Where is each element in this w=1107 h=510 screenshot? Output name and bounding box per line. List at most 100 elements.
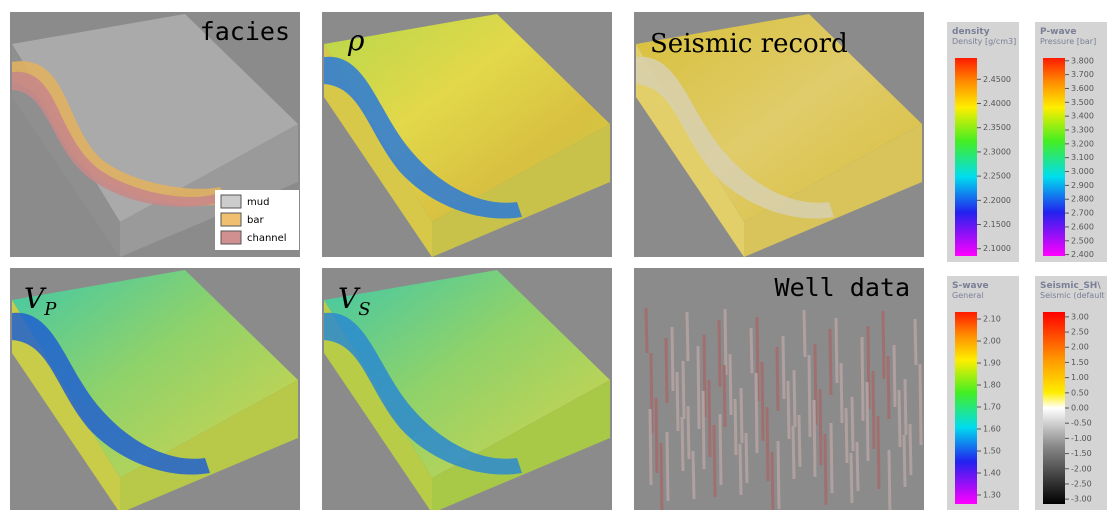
well xyxy=(794,370,795,427)
well xyxy=(724,365,725,427)
well xyxy=(762,362,763,441)
colorbar-tick-label: 3.300 xyxy=(1071,126,1094,135)
panel-label: Well data xyxy=(775,273,910,302)
colorbar-tick-label: 1.50 xyxy=(1071,358,1089,367)
well xyxy=(804,310,805,357)
well xyxy=(767,407,768,481)
panel-label-text: Well data xyxy=(775,273,910,302)
colorbar-tick-label: 3.000 xyxy=(1071,167,1094,176)
figure: faciesρSeismic recordVPVSWell datamudbar… xyxy=(0,0,1107,510)
well xyxy=(825,434,826,505)
legend-label: channel xyxy=(247,233,287,244)
well xyxy=(830,329,831,395)
legend-swatch xyxy=(221,195,241,208)
colorbar-tick-label: 3.00 xyxy=(1071,312,1089,321)
colorbar-gradient xyxy=(1043,312,1065,504)
well xyxy=(905,379,906,435)
colorbar-tick-label: 0.50 xyxy=(1071,388,1089,397)
colorbar-tick-label: -3.00 xyxy=(1071,495,1092,504)
well xyxy=(888,356,889,419)
colorbar-subtitle: Density [g/cm3] xyxy=(952,37,1016,46)
colorbar-subtitle: Pressure [bar] xyxy=(1040,37,1096,46)
well xyxy=(714,425,715,497)
well xyxy=(693,451,694,499)
colorbar-tick-label: -2.00 xyxy=(1071,464,1092,473)
well xyxy=(709,380,710,457)
colorbar-tick-label: 2.1000 xyxy=(983,244,1011,253)
well xyxy=(735,399,736,455)
well xyxy=(915,319,916,365)
well xyxy=(677,372,678,431)
colorbar-tick-label: 1.70 xyxy=(983,403,1001,412)
panel-label-subscript: S xyxy=(358,299,370,320)
panel-label: ρ xyxy=(347,24,365,57)
colorbar-tick-label: 1.80 xyxy=(983,381,1001,390)
well xyxy=(788,381,789,439)
legend-swatch xyxy=(221,213,241,226)
colorbar-tick-label: 3.400 xyxy=(1071,112,1094,121)
well xyxy=(862,337,863,421)
colorbar-tick-label: 1.60 xyxy=(983,425,1001,434)
colorbar-tick-label: 1.40 xyxy=(983,468,1001,477)
colorbar-tick-label: 3.600 xyxy=(1071,84,1094,93)
colorbar: Seismic_SH\Seismic (default3.002.502.001… xyxy=(1035,276,1107,510)
well xyxy=(698,346,699,429)
well xyxy=(883,311,884,379)
well xyxy=(646,308,647,353)
well xyxy=(777,347,778,411)
colorbar-gradient xyxy=(955,312,977,504)
panel-label: facies xyxy=(200,17,290,46)
well xyxy=(661,443,662,510)
colorbar-tick-label: 2.2000 xyxy=(983,196,1011,205)
well xyxy=(894,345,895,407)
well xyxy=(666,338,667,403)
well xyxy=(831,423,832,493)
colorbar-title: density xyxy=(952,27,990,37)
panel xyxy=(322,12,612,257)
well xyxy=(899,390,900,447)
well xyxy=(720,414,721,485)
colorbar-title: P-wave xyxy=(1040,27,1077,37)
colorbar-tick-label: 0.00 xyxy=(1071,404,1089,413)
colorbar-tick-label: 2.50 xyxy=(1071,328,1089,337)
colorbar-tick-label: -0.50 xyxy=(1071,419,1092,428)
colorbar-tick-label: 2.00 xyxy=(983,337,1001,346)
panel xyxy=(634,268,924,510)
well xyxy=(846,408,847,463)
well xyxy=(889,450,890,510)
legend-label: mud xyxy=(247,197,269,208)
colorbar-title: Seismic_SH\ xyxy=(1040,281,1101,291)
colorbar-tick-label: 3.200 xyxy=(1071,139,1094,148)
legend-swatch xyxy=(221,231,241,244)
well xyxy=(836,318,837,383)
colorbar-tick-label: 1.00 xyxy=(1071,373,1089,382)
well xyxy=(778,441,779,509)
colorbar-tick-label: 3.800 xyxy=(1071,56,1094,65)
well xyxy=(910,424,911,475)
well xyxy=(683,361,684,419)
well xyxy=(746,433,747,483)
well xyxy=(852,397,853,451)
colorbar-tick-label: 2.4000 xyxy=(983,99,1011,108)
well xyxy=(730,354,731,415)
well xyxy=(741,388,742,443)
well xyxy=(793,426,794,479)
colorbar-tick-label: 2.10 xyxy=(983,315,1001,324)
well xyxy=(772,452,773,510)
colorbar-tick-label: 2.800 xyxy=(1071,195,1094,204)
well xyxy=(820,389,821,465)
well xyxy=(719,320,720,387)
panel-label: Seismic record xyxy=(650,29,848,59)
colorbar-tick-label: -1.00 xyxy=(1071,434,1092,443)
well xyxy=(650,409,651,485)
colorbar-tick-label: -1.50 xyxy=(1071,449,1092,458)
well xyxy=(672,327,673,391)
colorbar-tick-label: -2.50 xyxy=(1071,479,1092,488)
panel-label-text: facies xyxy=(200,17,290,46)
well xyxy=(857,442,858,491)
well xyxy=(873,371,874,449)
well xyxy=(904,435,905,487)
colorbar-tick-label: 2.3500 xyxy=(983,123,1011,132)
well xyxy=(656,398,657,473)
colorbar-tick-label: 2.600 xyxy=(1071,222,1094,231)
